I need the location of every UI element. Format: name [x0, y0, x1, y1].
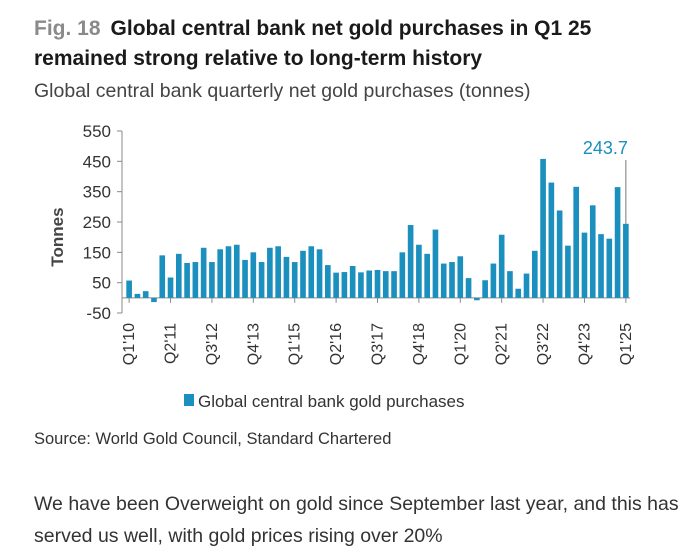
y-axis-title: Tonnes: [48, 207, 67, 266]
annotation-label: 243.7: [583, 138, 628, 158]
bar-Q2'19: [432, 229, 439, 298]
bar-Q2'22: [531, 250, 538, 298]
bar-Q4'22: [548, 182, 555, 298]
bar-Q1'25: [623, 223, 629, 298]
x-tick-label: Q4'23: [576, 323, 593, 365]
bar-Q1'18: [391, 271, 397, 298]
bar-Q3'14: [275, 246, 281, 298]
bar-Q2'12: [200, 247, 207, 298]
x-tick-label: Q4'18: [411, 323, 428, 365]
bar-Q4'20: [482, 280, 488, 298]
x-tick-label: Q1'10: [121, 323, 138, 365]
bar-Q1'17: [358, 272, 364, 298]
bar-Q4'18: [416, 244, 422, 298]
bar-Q4'13: [250, 252, 257, 298]
body-paragraph: We have been Overweight on gold since Se…: [34, 493, 679, 547]
bar-Q4'15: [316, 249, 323, 298]
bar-Q4'10: [151, 297, 157, 303]
bar-Q2'11: [167, 277, 174, 298]
bar-chart: 550 450 350 250 150 50 -50 Tonnes Q1'10 Q2'11 Q3'…: [48, 122, 635, 411]
y-axis: 550 450 350 250 150 50 -50 Tonnes: [48, 122, 123, 323]
bar-Q3'12: [209, 262, 215, 298]
bar-Q2'16: [333, 272, 339, 298]
bar-Q1'21: [490, 263, 497, 298]
bar-Q4'17: [382, 271, 389, 298]
x-tick-label: Q3'17: [370, 323, 387, 365]
bar-Q2'17: [366, 270, 373, 298]
bar-Q2'14: [267, 247, 273, 298]
x-tick-label: Q4'13: [245, 323, 262, 365]
bar-Q4'14: [283, 256, 290, 298]
y-tick-label: 50: [92, 274, 111, 293]
x-tick-label: Q2'21: [494, 323, 511, 365]
bar-Q3'22: [540, 158, 546, 298]
bar-Q1'13: [225, 246, 232, 298]
y-tick-label: 450: [83, 152, 111, 171]
bar-Q3'24: [606, 238, 613, 298]
bar-Q2'21: [498, 234, 505, 298]
chart-subtitle: Global central bank quarterly net gold p…: [34, 80, 531, 102]
bar-Q1'11: [159, 255, 166, 298]
annotations: 243.7: [583, 138, 628, 224]
x-axis: Q1'10 Q2'11 Q3'12 Q4'13 Q1'15 Q2'16 Q3'17 Q4'18…: [121, 297, 635, 365]
x-tick-label: Q3'12: [204, 323, 221, 365]
bar-Q4'11: [184, 262, 190, 298]
bar-Q3'16: [341, 272, 348, 298]
bar-Q4'16: [349, 265, 356, 298]
x-tick-label: Q1'25: [618, 323, 635, 365]
source-note: Source: World Gold Council, Standard Cha…: [34, 430, 392, 448]
figure-title: Fig. 18 Global central bank net gold purc…: [34, 14, 684, 74]
y-tick-label: 150: [83, 243, 111, 262]
y-tick-label: 350: [83, 183, 111, 202]
bar-Q4'23: [581, 232, 588, 298]
bar-Q3'17: [374, 269, 381, 298]
bar-Q2'15: [300, 250, 306, 298]
bar-Q2'18: [399, 252, 406, 298]
bar-Q3'13: [242, 259, 248, 298]
bar-series: [126, 158, 629, 303]
legend-swatch: [184, 394, 194, 406]
bar-Q3'11: [175, 253, 182, 298]
bar-Q1'23: [556, 210, 563, 298]
bar-Q1'16: [325, 265, 331, 298]
bar-Q3'10: [142, 291, 149, 298]
x-tick-label: Q2'16: [328, 323, 345, 365]
bar-Q4'12: [217, 249, 224, 298]
bar-Q2'23: [565, 245, 571, 298]
bar-Q3'19: [440, 263, 447, 298]
bar-Q4'21: [515, 288, 522, 298]
figure-title-text: Global central bank net gold purchases i…: [34, 17, 592, 70]
y-tick-label: 550: [83, 122, 111, 141]
legend-label: Global central bank gold purchases: [198, 392, 465, 411]
bar-Q4'19: [449, 262, 455, 298]
bar-Q3'15: [308, 246, 315, 298]
x-tick-label: Q1'20: [452, 323, 469, 365]
bar-Q3'23: [573, 186, 580, 298]
bar-Q1'14: [258, 262, 265, 298]
y-tick-label: 250: [83, 213, 111, 232]
figure-number: Fig. 18: [34, 17, 101, 40]
y-tick-label: -50: [86, 304, 111, 323]
x-tick-label: Q2'11: [163, 323, 180, 364]
bar-Q1'10: [126, 280, 132, 298]
bar-Q1'12: [192, 262, 199, 298]
bar-Q3'18: [407, 225, 414, 298]
bar-Q1'20: [457, 256, 464, 298]
x-tick-label: Q3'22: [535, 323, 552, 365]
x-tick-label: Q1'15: [287, 323, 304, 365]
bar-Q1'22: [523, 273, 530, 298]
legend: Global central bank gold purchases: [184, 392, 465, 411]
bar-Q1'19: [424, 253, 430, 298]
bar-Q2'13: [233, 244, 240, 298]
bar-Q1'24: [589, 205, 596, 298]
bar-Q2'10: [134, 293, 141, 298]
bar-Q4'24: [614, 187, 621, 298]
bar-Q1'15: [291, 262, 298, 298]
bar-Q3'20: [474, 297, 480, 301]
bar-Q2'24: [598, 234, 604, 298]
bar-Q2'20: [465, 278, 472, 298]
bar-Q3'21: [507, 271, 513, 298]
